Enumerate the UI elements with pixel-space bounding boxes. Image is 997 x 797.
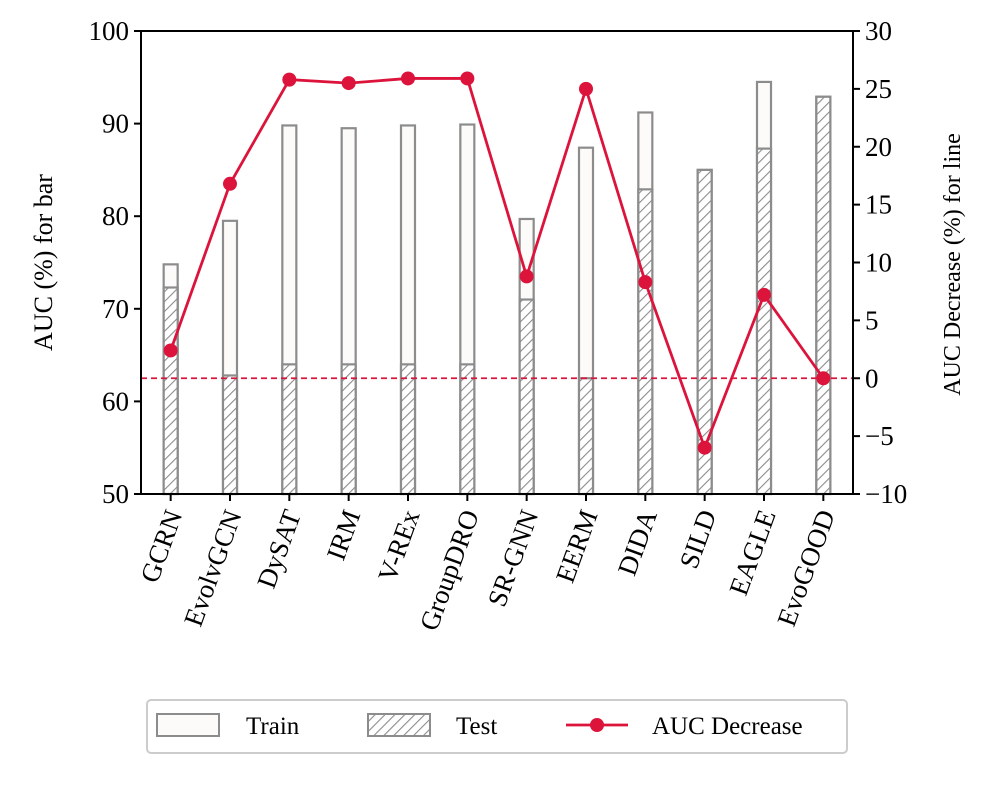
right-tick-label: 20 — [865, 132, 892, 162]
left-axis-title: AUC (%) for bar — [29, 174, 58, 351]
auc-decrease-point — [757, 287, 771, 302]
right-axis-title: AUC Decrease (%) for line — [940, 133, 966, 396]
right-tick-label: −5 — [865, 421, 894, 451]
category-label: EAGLE — [723, 506, 781, 599]
category-label: EERM — [550, 506, 604, 587]
test-bar — [281, 363, 298, 496]
auc-decrease-point — [401, 71, 415, 86]
test-bar — [755, 147, 773, 496]
left-tick-label: 80 — [102, 201, 129, 231]
legend-frame — [146, 699, 848, 754]
legend-train-swatch — [156, 713, 220, 737]
auc-decrease-point — [282, 72, 297, 87]
auc-decrease-point — [816, 371, 831, 386]
legend-test-swatch — [367, 713, 431, 737]
right-tick-label: 15 — [865, 190, 892, 220]
test-bar — [221, 374, 239, 496]
auc-decrease-point — [579, 81, 593, 96]
plot-area: 50 60 70 80 90 100 −10 −5 0 5 10 15 20 25 30 GCRNEvolvG… — [29, 16, 966, 634]
legend-line-marker — [590, 718, 604, 732]
test-bar — [577, 377, 595, 496]
auc-decrease-point — [460, 71, 475, 86]
test-bar — [815, 95, 832, 496]
legend-test-label: Test — [456, 713, 497, 740]
left-tick-label: 90 — [102, 109, 129, 139]
test-bar — [637, 188, 654, 496]
category-label: V-REx — [372, 505, 426, 585]
test-bar — [459, 363, 476, 496]
left-tick-label: 60 — [102, 386, 129, 416]
right-tick-label: 5 — [865, 305, 879, 335]
category-label: IRM — [321, 506, 367, 564]
auc-decrease-point — [697, 440, 712, 455]
category-label: SR-GNN — [482, 506, 545, 611]
test-bar — [340, 363, 357, 496]
left-tick-label: 70 — [102, 294, 129, 324]
left-tick-label: 100 — [89, 16, 130, 46]
auc-decrease-point — [163, 343, 178, 358]
category-label: DySAT — [251, 505, 307, 592]
right-tick-label: 30 — [865, 16, 892, 46]
test-bar — [518, 298, 535, 496]
auc-decrease-point — [638, 275, 653, 290]
auc-decrease-point — [341, 76, 356, 91]
legend-auc-decrease-label: AUC Decrease — [652, 713, 803, 740]
category-label: SILD — [674, 506, 723, 573]
category-label: GroupDRO — [414, 506, 485, 635]
auc-decrease-point — [223, 176, 237, 191]
category-label: EvoGOOD — [771, 506, 841, 630]
right-tick-label: 25 — [865, 74, 892, 104]
right-tick-label: 0 — [865, 363, 879, 393]
legend: Train Test AUC Decrease — [146, 699, 848, 754]
right-tick-label: −10 — [865, 479, 907, 509]
category-label: DIDA — [612, 505, 663, 579]
test-bar — [162, 286, 179, 496]
left-tick-label: 50 — [102, 479, 129, 509]
auc-decrease-line — [169, 77, 825, 452]
test-bar — [399, 363, 417, 496]
category-label: EvolvGCN — [178, 506, 248, 630]
category-label: GCRN — [134, 506, 188, 587]
auc-decrease-point — [519, 269, 534, 284]
right-tick-label: 10 — [865, 248, 892, 278]
legend-train-label: Train — [246, 713, 300, 740]
